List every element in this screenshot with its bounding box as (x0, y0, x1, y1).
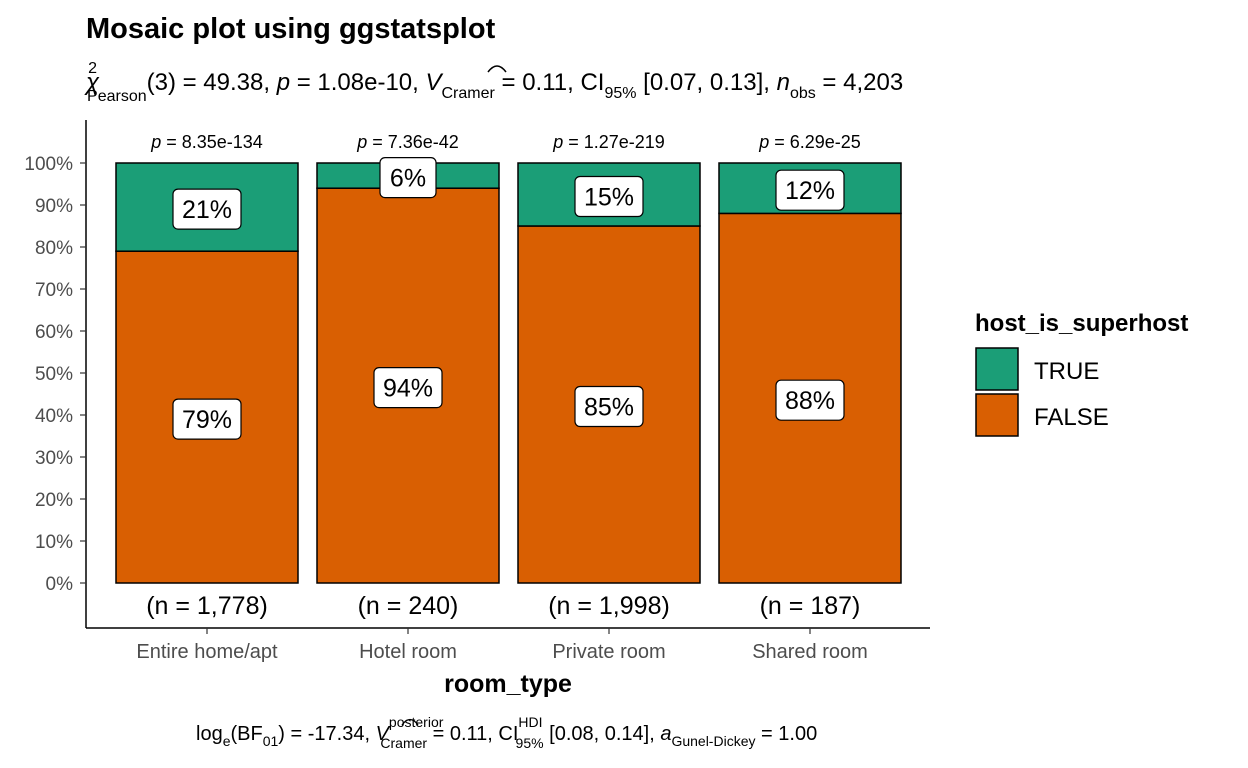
label-false-2: 85% (574, 385, 644, 428)
plot-area: 0% 10% 20% 30% 40% 50% 60% 70% 80% 90% 100% 21% 79% p… (24, 120, 930, 663)
caption-part3: [0.08, 0.14], (544, 723, 661, 745)
legend-title: host_is_superhost (975, 310, 1188, 337)
subtitle-part4: [0.07, 0.13], (637, 69, 777, 96)
label-false-3: 88% (775, 379, 845, 421)
subtitle-v-hat (487, 65, 507, 73)
caption-ci-sub: 95% (516, 735, 544, 751)
y-tick-label: 30% (35, 448, 73, 469)
n-label-0: (n = 1,778) (146, 592, 268, 620)
label-false-3-box (775, 379, 845, 421)
caption-ci-sup: HDI (518, 714, 542, 730)
caption-v-hat (401, 718, 419, 726)
label-true-2-text: 15% (584, 184, 634, 212)
subtitle-v: V (425, 69, 443, 96)
label-true-2: 15% (574, 175, 644, 218)
label-true-1: 6% (379, 157, 437, 199)
subtitle-part2: = 1.08e-10, (290, 69, 425, 96)
y-tick-label: 90% (35, 196, 73, 217)
label-true-1-text: 6% (390, 165, 426, 193)
caption-log: log (196, 723, 223, 745)
subtitle-chi-symbol: χ (84, 69, 100, 96)
label-true-1-box (379, 157, 437, 199)
x-tick-label-0: Entire home/apt (136, 641, 278, 663)
p-value-p: p (150, 132, 161, 152)
subtitle-v-sub: Cramer (442, 85, 496, 102)
y-tick-label: 50% (35, 364, 73, 385)
x-tick-label-3: Shared room (752, 641, 868, 663)
y-tick-label: 0% (46, 574, 74, 595)
p-value-p: p (356, 132, 367, 152)
chart-subtitle: χ2 Pearson(3) = 49.38, p = 1.08e-10, VCra… (84, 60, 903, 105)
label-true-2-box (574, 175, 644, 218)
caption-log-sub: e (223, 733, 231, 749)
label-false-1: 94% (373, 367, 443, 409)
subtitle-p: p (276, 69, 290, 96)
y-tick-label: 60% (35, 322, 73, 343)
caption-part1: ) = -17.34, (278, 723, 375, 745)
y-tick-label: 10% (35, 532, 73, 553)
n-label-2: (n = 1,998) (548, 592, 670, 620)
label-true-3-box (775, 169, 845, 211)
subtitle-part1: (3) = 49.38, (147, 69, 277, 96)
bar-false-0 (115, 250, 299, 584)
subtitle-ci-sub: 95% (604, 85, 636, 102)
label-true-0-box (172, 188, 242, 230)
label-true-0: 21% (172, 188, 242, 230)
legend-key-true (975, 347, 1019, 391)
subtitle-chi-sub: Pearson (87, 88, 147, 105)
p-value-rest: = 8.35e-134 (161, 132, 263, 152)
p-value-p: p (758, 132, 769, 152)
p-value-rest: = 7.36e-42 (367, 132, 459, 152)
n-label-1: (n = 240) (358, 592, 459, 620)
caption-bf: (BF (231, 723, 263, 745)
p-value-label-0: p = 8.35e-134 (150, 132, 263, 152)
legend-label-true: TRUE (1034, 358, 1099, 385)
p-value-rest: = 6.29e-25 (769, 132, 861, 152)
label-false-0-text: 79% (182, 406, 232, 434)
caption-v: V (376, 723, 391, 745)
subtitle-n-sub: obs (790, 85, 816, 102)
x-tick-label-1: Hotel room (359, 641, 457, 663)
p-value-label-1: p = 7.36e-42 (356, 132, 459, 152)
x-tick-label-2: Private room (552, 641, 665, 663)
chart-title: Mosaic plot using ggstatsplot (86, 13, 496, 45)
label-false-2-box (574, 385, 644, 428)
label-false-0-box (172, 398, 242, 440)
subtitle-part3: = 0.11, CI (495, 69, 605, 96)
y-tick-label: 40% (35, 406, 73, 427)
y-tick-label: 70% (35, 280, 73, 301)
caption-v-sub: Cramer (380, 735, 427, 751)
legend: host_is_superhost TRUE FALSE (975, 310, 1188, 437)
label-false-1-box (373, 367, 443, 409)
caption-bf-sub: 01 (263, 733, 279, 749)
x-axis-title: room_type (444, 670, 572, 698)
subtitle-part5: = 4,203 (816, 69, 903, 96)
label-true-3-text: 12% (785, 177, 835, 205)
caption-a-sub: Gunel-Dickey (671, 733, 755, 749)
label-true-0-text: 21% (182, 196, 232, 224)
label-false-1-text: 94% (383, 375, 433, 403)
caption-a: a (660, 723, 671, 745)
n-label-3: (n = 187) (760, 592, 861, 620)
label-false-2-text: 85% (584, 394, 634, 422)
y-tick-label: 100% (24, 154, 73, 175)
y-tick-label: 80% (35, 238, 73, 259)
label-false-3-text: 88% (785, 387, 835, 415)
legend-label-false: FALSE (1034, 404, 1109, 431)
subtitle-chi-sup: 2 (88, 60, 97, 77)
label-false-0: 79% (172, 398, 242, 440)
p-value-label-3: p = 6.29e-25 (758, 132, 861, 152)
caption-part2: = 0.11, CI (427, 723, 518, 745)
y-tick-label: 20% (35, 490, 73, 511)
legend-key-false (975, 393, 1019, 437)
subtitle-n: n (777, 69, 790, 96)
p-value-rest: = 1.27e-219 (563, 132, 665, 152)
chart-caption: loge(BF01) = -17.34, Vposterior Cramer = … (196, 714, 817, 751)
label-true-3: 12% (775, 169, 845, 211)
caption-part4: = 1.00 (755, 723, 817, 745)
p-value-label-2: p = 1.27e-219 (552, 132, 665, 152)
p-value-p: p (552, 132, 563, 152)
